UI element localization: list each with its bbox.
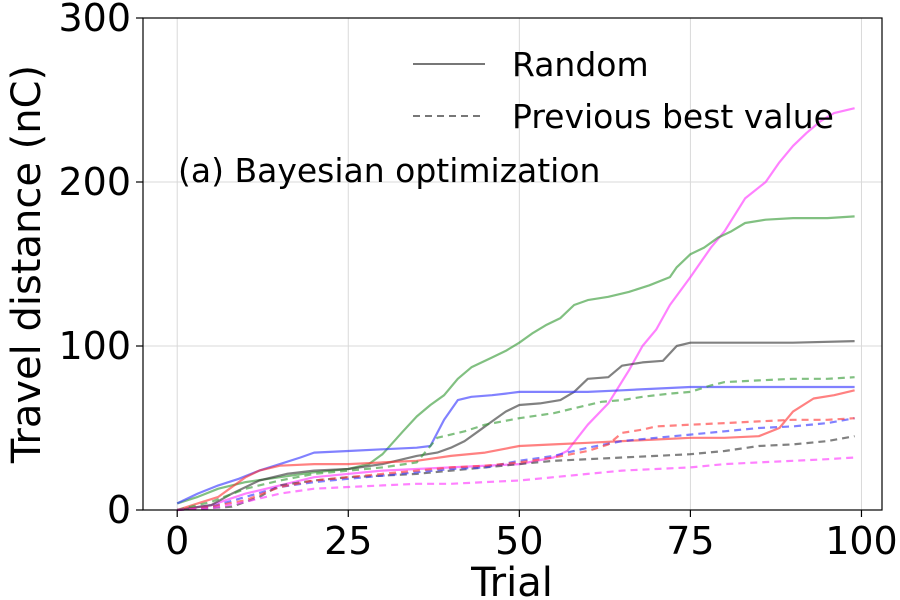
series-line-5 xyxy=(176,389,855,512)
series-line-8 xyxy=(177,417,855,512)
y-tick-label: 300 xyxy=(58,0,131,40)
axis-ticks: 0 25 50 75 100 0 100 200 300 xyxy=(58,0,897,563)
x-tick-label: 100 xyxy=(825,519,898,563)
series-line-9 xyxy=(177,417,855,512)
grid-lines xyxy=(143,17,882,511)
series-line-1 xyxy=(177,107,855,512)
legend: Random Previous best value xyxy=(413,45,834,136)
legend-label-random: Random xyxy=(512,45,649,84)
chart-annotation: (a) Bayesian optimization xyxy=(178,151,600,190)
plot-frame xyxy=(142,17,883,511)
series-line-3 xyxy=(177,340,855,512)
y-axis-label: Travel distance (nC) xyxy=(4,65,50,464)
y-tick-label: 200 xyxy=(58,160,131,204)
y-tick-label: 100 xyxy=(58,324,131,368)
x-axis-label: Trial xyxy=(470,560,553,600)
legend-label-previous-best: Previous best value xyxy=(512,97,834,136)
series-line-6 xyxy=(176,376,855,512)
x-tick-label: 0 xyxy=(165,519,189,563)
series-layer xyxy=(176,107,855,512)
x-tick-label: 50 xyxy=(495,519,543,563)
series-line-2 xyxy=(176,215,855,505)
x-tick-label: 25 xyxy=(324,519,372,563)
series-line-7 xyxy=(177,435,855,512)
x-tick-label: 75 xyxy=(666,519,714,563)
y-tick-label: 0 xyxy=(107,488,131,532)
